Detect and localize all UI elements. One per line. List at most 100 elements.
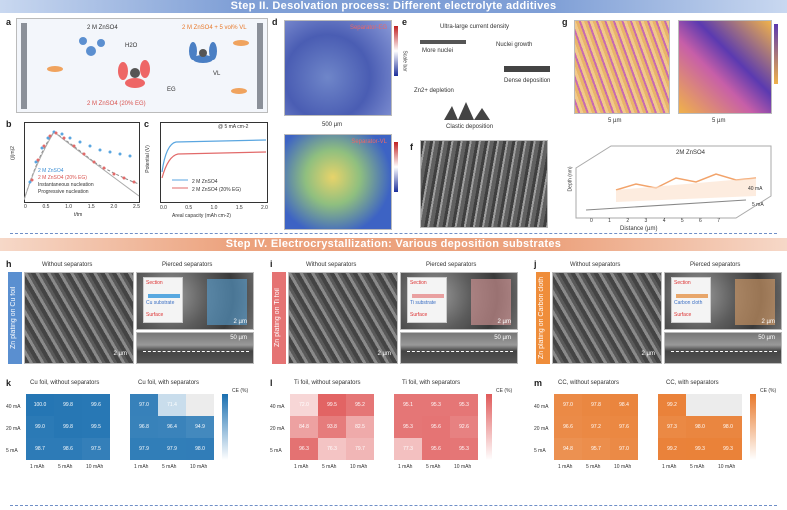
legend-c-2: 2 M ZnSO4 (20% EG) <box>192 187 241 193</box>
col-label: 1 mAh <box>662 464 677 470</box>
xtick: 0 <box>24 204 27 210</box>
xtick: 2.0 <box>261 205 268 211</box>
xtick: 3 <box>644 218 648 224</box>
panel-b-ylabel: (j/jm)2 <box>9 146 16 160</box>
panel-c-legend: 2 M ZnSO4 2 M ZnSO4 (20% EG) <box>192 178 241 194</box>
panel-g-series: 2M ZnSO4 <box>676 150 706 156</box>
heatmap-cell: 95.3 <box>450 394 478 416</box>
panel-k-rowlabels: 40 mA 20 mA 5 mA <box>6 396 22 462</box>
label-znso4: 2 M ZnSO4 <box>87 25 118 31</box>
heatmap-cell: 76.3 <box>318 438 346 460</box>
heatmap-cell: 82.5 <box>346 416 374 438</box>
panel-c-ylabel: Potential (V) <box>144 145 151 173</box>
heatmap-cell: 97.3 <box>658 416 686 438</box>
panel-h-scale1: 2 µm <box>113 351 127 357</box>
col-label: 5 mAh <box>586 464 601 470</box>
heatmap-cell: 94.9 <box>186 416 214 438</box>
heatmap-cell: 97.2 <box>582 416 610 438</box>
col-label: 5 mAh <box>690 464 705 470</box>
heatmap-cell: 97.0 <box>130 394 158 416</box>
panel-m-title1: CC, without separators <box>558 380 620 386</box>
heatmap-cell: 96.6 <box>554 416 582 438</box>
heatmap-cell: 72.0 <box>290 394 318 416</box>
panel-i-section: Section <box>410 280 427 286</box>
panel-i-surface: Surface <box>410 312 428 318</box>
heatmap-cell: 97.0 <box>554 394 582 416</box>
panel-l-letter: l <box>270 378 273 388</box>
xtick: 1.5 <box>87 204 95 210</box>
panel-j-surface: Surface <box>674 312 692 318</box>
panel-i-inset: Section Ti substrate Surface <box>407 277 447 323</box>
step4-banner: Step IV. Electrocrystallization: Various… <box>0 238 787 251</box>
panel-g-profile-chart <box>575 145 772 219</box>
xtick: 6 <box>699 218 702 224</box>
xtick: 2.5 <box>133 204 140 210</box>
panel-g-afm-left <box>574 20 670 114</box>
heatmap-cell: 96.8 <box>130 416 158 438</box>
panel-m-rowlabels: 40 mA 20 mA 5 mA <box>534 396 550 462</box>
panel-d-top-label: Separator-EG <box>349 25 387 31</box>
panel-j-side-bar: Zn plating on Carbon cloth <box>536 272 550 364</box>
panel-h-surface: Surface <box>146 312 164 318</box>
panel-i-side-bar: Zn plating on Ti foil <box>272 272 286 364</box>
panel-k-colorbar-label: CE (%) <box>232 388 249 394</box>
col-label: 10 mAh <box>718 464 736 470</box>
row-label: 40 mA <box>270 404 285 410</box>
panel-i-sem-without: 2 µm <box>288 272 398 364</box>
col-label: 1 mAh <box>558 464 573 470</box>
heatmap-cell: 95.3 <box>422 394 450 416</box>
panel-m-letter: m <box>534 378 543 388</box>
xtick: 2.0 <box>110 204 118 210</box>
heatmap-cell: 96.4 <box>158 416 186 438</box>
panel-h-side-bar: Zn plating on Cu foil <box>8 272 22 364</box>
panel-d-bottom-label: Separator-VL <box>351 139 387 145</box>
label-eg: EG <box>167 87 176 93</box>
heatmap-cell: 95.6 <box>422 416 450 438</box>
col-label: 1 mAh <box>30 464 45 470</box>
heatmap-cell: 99.8 <box>54 416 82 438</box>
heatmap-cell: 100.0 <box>26 394 54 416</box>
panel-i-substrate: Ti substrate <box>410 300 436 306</box>
heatmap-cell: 96.3 <box>290 438 318 460</box>
heatmap-cell: 77.3 <box>394 438 422 460</box>
panel-e-letter: e <box>402 17 408 27</box>
row-label: 20 mA <box>270 426 285 432</box>
panel-d-bottom-image: Separator-VL <box>284 134 392 230</box>
panel-d-colorbar-bottom <box>394 142 398 192</box>
heatmap-cell: 94.8 <box>554 438 582 460</box>
xtick: 1 <box>608 218 611 224</box>
panel-k-colorbar <box>222 394 228 460</box>
heatmap-cell: 99.0 <box>26 416 54 438</box>
heatmap-cell: 97.8 <box>582 394 610 416</box>
heatmap-cell: 98.4 <box>610 394 638 416</box>
heatmap-cell: 95.3 <box>450 438 478 460</box>
panel-d-top-image: Separator-EG <box>284 20 392 116</box>
panel-k-title2: Cu foil, with separators <box>138 380 200 386</box>
panel-j-scale2: 2 µm <box>761 319 775 325</box>
heatmap-cell: 98.0 <box>714 416 742 438</box>
panel-d-letter: d <box>272 17 278 27</box>
panel-f-letter: f <box>410 142 413 152</box>
panel-g-s2: 5 µm <box>712 118 726 124</box>
heatmap-cell: 98.6 <box>54 438 82 460</box>
col-label: 5 mAh <box>426 464 441 470</box>
clastic-deposit-icon <box>444 102 490 120</box>
col-label: 1 mAh <box>398 464 413 470</box>
panel-g-afm-right <box>678 20 772 114</box>
panel-e-t5: Zn2+ depletion <box>414 88 454 94</box>
panel-j-letter: j <box>534 259 537 269</box>
panel-l-title2: Ti foil, with separators <box>402 380 461 386</box>
panel-m-colorbar <box>750 394 756 460</box>
heatmap-cell: 99.6 <box>82 394 110 416</box>
panel-a-letter: a <box>6 17 12 27</box>
panel-h-substrate: Cu substrate <box>146 300 175 306</box>
col-label: 5 mAh <box>162 464 177 470</box>
heatmap-cell: 79.7 <box>346 438 374 460</box>
legend-b-2: 2 M ZnSO4 (20% EG) <box>38 175 87 181</box>
col-label: 1 mAh <box>294 464 309 470</box>
heatmap-cell: 97.9 <box>158 438 186 460</box>
legend-c-1: 2 M ZnSO4 <box>192 179 218 185</box>
col-label: 10 mAh <box>350 464 368 470</box>
panel-h-cross-section: 50 µm <box>136 332 254 364</box>
xtick: 0.5 <box>42 204 50 210</box>
